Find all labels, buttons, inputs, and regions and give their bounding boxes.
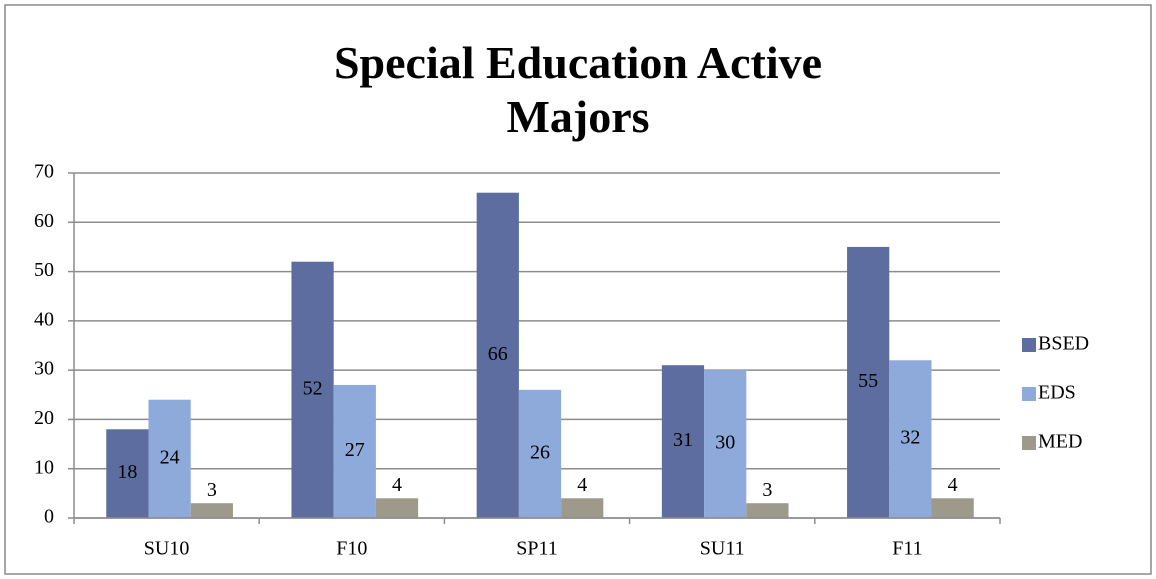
bar: [291, 261, 334, 518]
data-label: 26: [530, 442, 550, 464]
x-tick-label: F10: [336, 538, 367, 560]
data-label: 4: [948, 474, 958, 496]
x-tick-label: SU10: [144, 538, 190, 560]
data-label: 4: [577, 474, 587, 496]
data-label: 3: [762, 479, 772, 501]
data-label: 31: [673, 429, 693, 451]
x-tick-label: SP11: [516, 538, 558, 560]
data-label: 32: [900, 427, 920, 449]
bar: [889, 360, 932, 518]
legend-swatch: [1022, 387, 1036, 401]
legend-swatch: [1022, 338, 1036, 352]
legend-label: BSED: [1038, 333, 1089, 355]
bar: [375, 498, 419, 518]
data-label: 52: [303, 377, 323, 399]
y-tick-label: 50: [34, 259, 54, 281]
y-tick-label: 60: [34, 210, 54, 232]
chart-title: Special Education Active Majors: [333, 37, 823, 142]
data-label: 18: [117, 461, 137, 483]
bar: [148, 399, 191, 518]
bar: [561, 498, 604, 518]
y-tick-label: 0: [44, 506, 54, 528]
y-tick-label: 70: [34, 161, 54, 183]
x-tick-label: SU11: [700, 538, 745, 560]
data-label: 4: [392, 474, 402, 496]
bar: [190, 503, 233, 518]
bar: [704, 370, 747, 518]
x-tick-label: F11: [892, 538, 922, 560]
chart-border: [4, 4, 1152, 575]
legend-label: EDS: [1038, 382, 1076, 404]
legend-swatch: [1022, 436, 1036, 450]
data-label: 24: [160, 446, 180, 468]
bar: [106, 429, 149, 518]
y-tick-label: 10: [34, 456, 54, 478]
y-tick-label: 20: [34, 407, 54, 429]
data-label: 55: [858, 370, 878, 392]
bar: [476, 192, 519, 518]
legend-label: MED: [1038, 431, 1082, 453]
bar: [661, 365, 705, 518]
data-label: 3: [207, 479, 217, 501]
data-label: 66: [488, 343, 508, 365]
y-tick-label: 40: [34, 308, 54, 330]
bar: [518, 389, 562, 518]
data-label: 27: [345, 439, 365, 461]
bar: [333, 384, 376, 518]
data-label: 30: [715, 432, 735, 454]
bar: [746, 503, 789, 518]
bar: [847, 246, 890, 518]
y-tick-label: 30: [34, 358, 54, 380]
bar: [931, 498, 974, 518]
